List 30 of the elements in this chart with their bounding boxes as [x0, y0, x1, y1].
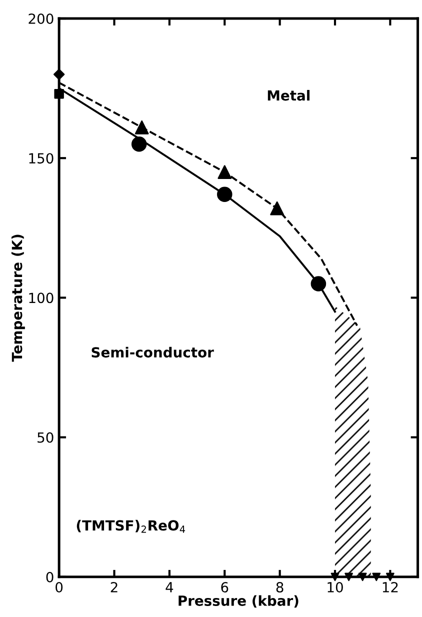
y-tick-label: 50	[38, 432, 54, 443]
y-tick-label: 150	[29, 153, 54, 164]
x-tick-label: 4	[166, 582, 174, 592]
point	[330, 572, 340, 582]
x-tick-label: 0	[56, 582, 63, 593]
point	[131, 136, 147, 152]
point	[358, 572, 367, 582]
point	[310, 276, 326, 292]
x-tick-label: 10	[328, 582, 343, 593]
point	[134, 120, 149, 134]
annotation: Semi-conductor	[92, 346, 214, 358]
x-tick-label: 12	[382, 582, 398, 592]
y-tick-label: 100	[29, 292, 54, 304]
annotation: (TMTSF)$_{2}$ReO$_{4}$	[76, 520, 186, 533]
point	[53, 68, 65, 80]
point	[270, 201, 284, 216]
y-tick-label: 0	[46, 572, 54, 582]
y-axis-title: Temperature (K)	[12, 234, 25, 362]
x-tick-label: 2	[110, 582, 118, 592]
x-tick-label: 8	[276, 582, 284, 593]
x-axis-title: Pressure (kbar)	[178, 595, 298, 608]
point	[386, 572, 394, 582]
point	[216, 186, 232, 202]
point	[372, 572, 381, 582]
annotation: Metal	[268, 90, 310, 101]
point	[54, 89, 64, 99]
x-tick-label: 6	[221, 582, 228, 593]
point	[218, 165, 232, 180]
point	[344, 572, 353, 582]
y-tick-label: 200	[28, 13, 54, 24]
